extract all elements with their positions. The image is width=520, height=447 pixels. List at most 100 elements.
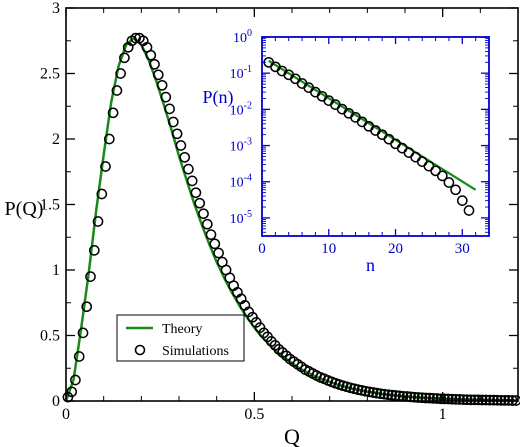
main-y-tick-label: 2 — [52, 131, 60, 148]
simulation-point — [149, 58, 160, 70]
inset-y-tick-base: 10 — [230, 140, 244, 155]
main-x-tick-label: 0.5 — [244, 406, 264, 423]
inset-simulation-point — [430, 165, 441, 177]
inset-y-tick-label: 10-1 — [230, 64, 252, 82]
simulation-point — [488, 394, 499, 406]
simulation-point — [454, 394, 465, 405]
simulation-point — [363, 386, 375, 398]
simulation-point — [66, 386, 78, 398]
simulation-point — [416, 392, 428, 404]
inset-x-tick-label: 30 — [455, 241, 470, 257]
simulation-point — [205, 229, 217, 240]
main-y-tick-label: 0 — [52, 393, 60, 410]
simulation-point — [130, 32, 142, 44]
simulation-point — [194, 197, 206, 209]
simulation-point — [186, 175, 198, 187]
inset-y-tick-exponent: -4 — [244, 173, 252, 184]
simulation-point — [360, 385, 371, 397]
main-y-tick-label: 2.5 — [40, 66, 60, 83]
simulation-point — [156, 79, 168, 91]
inset-x-tick-label: 10 — [321, 241, 336, 257]
simulation-point — [107, 107, 119, 119]
simulation-point — [427, 393, 439, 404]
simulation-point — [281, 350, 292, 362]
simulation-point — [213, 247, 224, 259]
inset-y-tick-label: 100 — [233, 28, 252, 46]
simulation-point — [201, 218, 213, 230]
simulation-point — [461, 394, 473, 406]
simulation-point — [179, 151, 191, 163]
simulation-point — [442, 393, 454, 405]
inset-y-tick-base: 10 — [230, 103, 244, 118]
inset-simulation-point — [456, 195, 468, 206]
legend: Theory Simulations — [116, 314, 245, 362]
simulation-point — [119, 52, 130, 64]
inset-simulation-point — [450, 184, 461, 196]
simulation-point — [412, 392, 424, 403]
simulation-point — [371, 387, 383, 399]
simulation-point — [431, 393, 443, 404]
inset-x-tick-label: 0 — [258, 241, 266, 257]
main-x-axis-label: Q — [284, 424, 300, 447]
main-plot: 0 0.5 100.511.522.53 Q P(Q) Theory Simulat… — [5, 0, 520, 447]
simulation-point — [190, 187, 202, 199]
simulation-point — [480, 394, 492, 406]
simulation-point — [367, 387, 379, 398]
main-y-axis-label: P(Q) — [5, 198, 44, 220]
simulation-point — [103, 133, 115, 145]
inset-y-tick-exponent: -3 — [244, 137, 252, 148]
inset-y-axis-label: P(n) — [203, 87, 234, 108]
inset-y-tick-base: 10 — [230, 67, 244, 82]
inset-y-tick-label: 10-5 — [230, 209, 252, 227]
simulation-point — [81, 301, 93, 313]
simulation-point — [446, 393, 458, 405]
inset-simulation-point — [436, 170, 448, 182]
simulation-point — [352, 384, 364, 395]
simulation-point — [164, 103, 175, 115]
inset-series-layer — [263, 56, 477, 216]
main-x-tick-label: 1 — [439, 406, 447, 423]
simulation-point — [115, 68, 126, 79]
simulation-point — [469, 394, 481, 406]
inset-y-tick-exponent: -1 — [244, 64, 252, 75]
inset-x-axis-label: n — [366, 255, 375, 275]
inset-y-tick-base: 10 — [230, 176, 244, 191]
simulation-point — [209, 238, 221, 250]
simulation-point — [435, 393, 447, 405]
simulation-point — [378, 388, 390, 400]
simulation-point — [70, 374, 81, 386]
main-x-tick-label: 0 — [62, 406, 70, 423]
simulation-point — [171, 128, 183, 140]
inset-theory-line — [268, 59, 477, 191]
simulation-point — [254, 322, 266, 333]
inset-simulation-point — [443, 177, 455, 188]
simulation-point — [243, 306, 255, 318]
simulation-point — [473, 394, 484, 406]
simulation-point — [382, 389, 394, 401]
simulation-point — [92, 216, 104, 227]
inset-y-tick-base: 10 — [233, 31, 247, 46]
simulation-point — [160, 91, 172, 103]
simulation-point — [450, 393, 462, 405]
simulation-point — [167, 116, 179, 128]
inset-y-tick-base: 10 — [230, 212, 244, 227]
inset-y-tick-label: 10-2 — [230, 100, 252, 118]
inset-y-tick-label: 10-4 — [230, 173, 252, 191]
simulation-point — [77, 327, 89, 339]
inset-y-tick-exponent: -5 — [244, 209, 252, 220]
main-y-tick-label: 3 — [52, 0, 60, 17]
legend-box — [116, 314, 245, 362]
simulation-point — [100, 161, 111, 172]
simulation-point — [424, 392, 435, 404]
simulation-point — [420, 392, 432, 404]
simulation-point — [96, 188, 108, 200]
simulation-point — [88, 245, 100, 256]
simulation-point — [198, 208, 209, 220]
simulation-point — [73, 351, 85, 362]
inset-y-tick-exponent: 0 — [247, 28, 252, 39]
main-y-tick-label: 1 — [52, 262, 60, 279]
simulation-point — [175, 140, 187, 151]
